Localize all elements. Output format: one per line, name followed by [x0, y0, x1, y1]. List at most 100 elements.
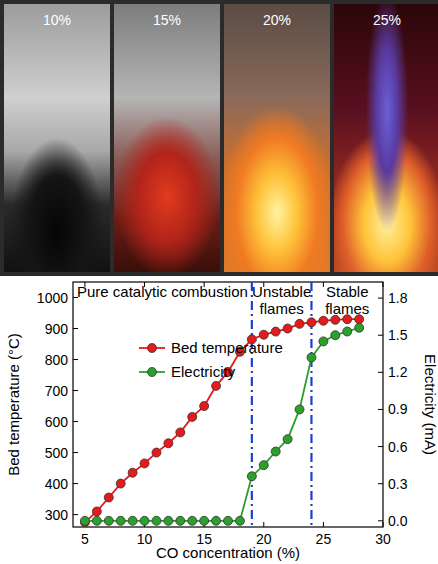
y-tick [73, 390, 78, 391]
data-point [80, 516, 89, 525]
data-point [176, 428, 185, 437]
vial-photo: 10% [4, 4, 110, 272]
data-point [140, 459, 149, 468]
y-tick [73, 328, 78, 329]
x-tick-label: 25 [316, 531, 332, 547]
x-tick [323, 282, 324, 287]
y2-tick [378, 372, 383, 373]
y2-tick-label: 0.6 [388, 439, 408, 455]
data-point [212, 381, 221, 390]
series-line [85, 328, 359, 521]
y-tick-label: 1000 [37, 290, 68, 306]
y-tick [73, 483, 78, 484]
data-point [259, 461, 268, 470]
data-point [307, 318, 316, 327]
data-point [140, 516, 149, 525]
data-point [331, 331, 340, 340]
y2-tick [378, 409, 383, 410]
data-point [259, 330, 268, 339]
series-line [85, 319, 359, 522]
data-point [152, 448, 161, 457]
x-tick-label: 10 [137, 531, 153, 547]
y2-tick-label: 1.2 [388, 364, 408, 380]
vial-photo: 20% [224, 4, 330, 272]
photo-label: 10% [4, 12, 110, 28]
annotation-line: Stable [326, 283, 369, 300]
data-point [343, 315, 352, 324]
photo-label: 25% [334, 12, 438, 28]
data-point [212, 516, 221, 525]
y2-tick-label: 0.0 [388, 513, 408, 529]
annotation-line: flames [260, 300, 304, 317]
y2-tick-label: 1.8 [388, 290, 408, 306]
data-point [355, 323, 364, 332]
data-point [104, 493, 113, 502]
data-point [331, 315, 340, 324]
y-tick [73, 452, 78, 453]
data-point [295, 405, 304, 414]
data-point [319, 316, 328, 325]
data-point [271, 447, 280, 456]
data-point [104, 516, 113, 525]
data-point [188, 412, 197, 421]
data-point [128, 468, 137, 477]
data-point [188, 516, 197, 525]
y2-tick [378, 446, 383, 447]
y2-tick-label: 0.3 [388, 476, 408, 492]
data-point [200, 402, 209, 411]
data-point [355, 315, 364, 324]
vial-photo: 25% [334, 4, 438, 272]
reference-line [251, 282, 253, 527]
y-tick-label: 600 [45, 414, 69, 430]
x-tick [323, 522, 324, 527]
photo-label: 20% [224, 12, 330, 28]
photo-label: 15% [114, 12, 220, 28]
data-group [80, 315, 363, 527]
data-point [319, 337, 328, 346]
data-point [116, 516, 125, 525]
data-point [271, 327, 280, 336]
vial-photo: 15% [114, 4, 220, 272]
x-tick [383, 282, 384, 287]
data-point [295, 319, 304, 328]
data-point [116, 479, 125, 488]
legend-marker [148, 344, 157, 353]
data-point [200, 516, 209, 525]
data-point [128, 516, 137, 525]
legend-label: Bed temperature [171, 339, 283, 356]
data-point [152, 516, 161, 525]
y-axis-title: Bed temperature (°C) [5, 333, 22, 476]
y-tick-label: 900 [45, 321, 69, 337]
plot-frame [73, 282, 383, 527]
data-point [283, 435, 292, 444]
data-point [235, 516, 244, 525]
y-tick-label: 700 [45, 383, 69, 399]
data-point [92, 516, 101, 525]
y2-tick [378, 483, 383, 484]
data-point [307, 353, 316, 362]
y2-tick [378, 298, 383, 299]
annotation: Stableflames [325, 283, 369, 317]
data-point [176, 516, 185, 525]
y2-axis-title: Electricity (mA) [422, 354, 438, 455]
annotation: Unstableflames [252, 283, 311, 317]
y2-tick [378, 335, 383, 336]
y-tick [73, 514, 78, 515]
legend-marker [148, 368, 157, 377]
x-tick-label: 30 [375, 531, 391, 547]
data-point [247, 472, 256, 481]
x-tick-label: 5 [81, 531, 89, 547]
y-tick-label: 800 [45, 352, 69, 368]
x-axis-title: CO concentration (%) [156, 544, 300, 561]
y2-tick-label: 0.9 [388, 401, 408, 417]
x-tick [263, 522, 264, 527]
annotation: Pure catalytic combustion [77, 283, 248, 300]
data-point [164, 439, 173, 448]
y2-tick [378, 520, 383, 521]
y-tick-label: 300 [45, 507, 69, 523]
photo: 10%15%20%25% [0, 0, 438, 276]
y-tick [73, 421, 78, 422]
legend-label: Electricity [171, 363, 236, 380]
y-tick-label: 500 [45, 445, 69, 461]
y-tick [73, 359, 78, 360]
